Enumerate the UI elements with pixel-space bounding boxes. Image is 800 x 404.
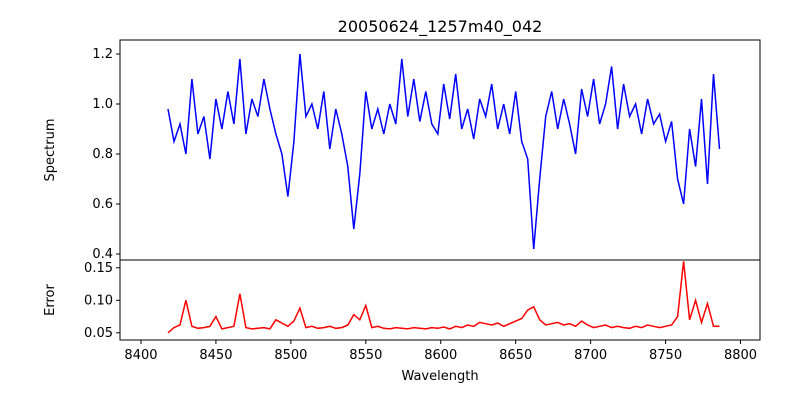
y-tick-label: 1.0 (92, 97, 113, 112)
x-tick-label: 8550 (349, 348, 382, 363)
x-tick-label: 8800 (724, 348, 757, 363)
x-tick-label: 8500 (274, 348, 307, 363)
y-tick-label: 0.10 (84, 293, 113, 308)
chart-title: 20050624_1257m40_042 (338, 17, 543, 37)
x-axis-label: Wavelength (401, 369, 478, 384)
x-tick-label: 8450 (199, 348, 232, 363)
y-tick-label: 0.6 (92, 197, 113, 212)
y-tick-label: 0.8 (92, 147, 113, 162)
y-axis-label-spectrum: Spectrum (43, 119, 58, 182)
x-tick-label: 8400 (124, 348, 157, 363)
axes-frame-spectrum (119, 39, 761, 261)
series-line-error (167, 261, 720, 334)
x-tick-label: 8700 (574, 348, 607, 363)
x-tick-label: 8600 (424, 348, 457, 363)
y-tick-label: 1.2 (92, 47, 113, 62)
x-tick-label: 8650 (499, 348, 532, 363)
y-tick-label: 0.4 (92, 247, 113, 262)
y-tick-label: 0.15 (84, 261, 113, 276)
x-tick-label: 8750 (649, 348, 682, 363)
y-tick-label: 0.05 (84, 326, 113, 341)
series-line-spectrum (167, 53, 721, 250)
y-axis-label-error: Error (43, 284, 58, 316)
